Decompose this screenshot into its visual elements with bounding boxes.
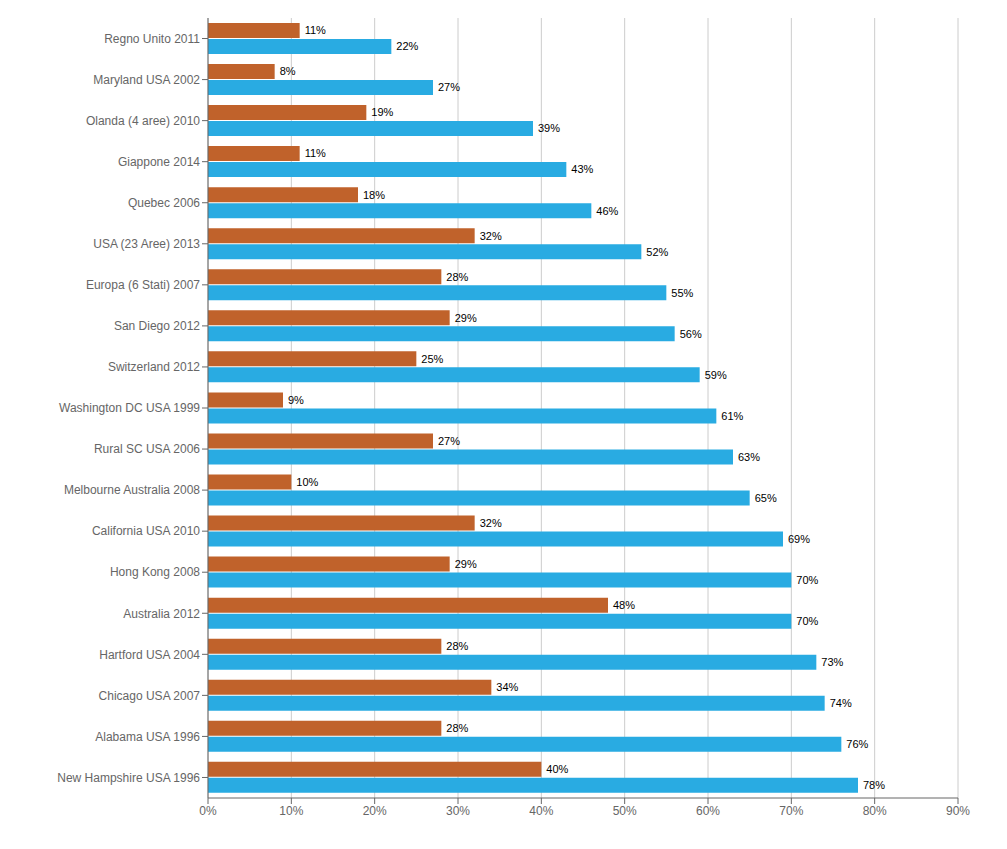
svg-text:Chicago USA 2007: Chicago USA 2007 [99,689,201,703]
svg-text:34%: 34% [496,681,518,693]
svg-text:52%: 52% [646,246,668,258]
svg-text:29%: 29% [455,312,477,324]
svg-text:Australia 2012: Australia 2012 [123,607,200,621]
svg-text:39%: 39% [538,122,560,134]
svg-text:Hong Kong 2008: Hong Kong 2008 [110,565,200,579]
svg-text:48%: 48% [613,599,635,611]
svg-text:9%: 9% [288,394,304,406]
svg-text:40%: 40% [546,763,568,775]
svg-text:50%: 50% [613,804,637,818]
svg-text:18%: 18% [363,189,385,201]
svg-text:27%: 27% [438,81,460,93]
svg-text:74%: 74% [830,697,852,709]
svg-text:32%: 32% [480,517,502,529]
svg-text:27%: 27% [438,435,460,447]
svg-text:Melbourne Australia 2008: Melbourne Australia 2008 [64,483,200,497]
svg-text:California USA 2010: California USA 2010 [92,524,200,538]
svg-text:29%: 29% [455,558,477,570]
svg-text:Alabama USA 1996: Alabama USA 1996 [95,730,200,744]
svg-text:59%: 59% [705,369,727,381]
svg-text:28%: 28% [446,722,468,734]
svg-text:Olanda (4 aree) 2010: Olanda (4 aree) 2010 [86,114,200,128]
svg-text:56%: 56% [680,328,702,340]
svg-text:11%: 11% [305,24,326,36]
svg-text:10%: 10% [296,476,318,488]
svg-text:10%: 10% [279,804,303,818]
svg-text:San Diego 2012: San Diego 2012 [114,319,200,333]
svg-text:70%: 70% [779,804,803,818]
svg-text:Maryland USA 2002: Maryland USA 2002 [93,73,200,87]
svg-text:76%: 76% [846,738,868,750]
svg-text:8%: 8% [280,65,296,77]
svg-text:80%: 80% [863,804,887,818]
svg-text:Regno Unito 2011: Regno Unito 2011 [104,32,200,46]
svg-text:20%: 20% [363,804,387,818]
svg-text:0%: 0% [199,804,217,818]
svg-text:70%: 70% [796,574,818,586]
svg-text:Switzerland 2012: Switzerland 2012 [108,360,200,374]
svg-text:28%: 28% [446,640,468,652]
svg-text:55%: 55% [671,287,693,299]
svg-text:11%: 11% [305,147,326,159]
svg-text:New Hampshire USA 1996: New Hampshire USA 1996 [57,771,200,785]
svg-text:Washington DC USA 1999: Washington DC USA 1999 [59,401,200,415]
svg-text:46%: 46% [596,205,618,217]
svg-text:63%: 63% [738,451,760,463]
svg-text:19%: 19% [371,106,393,118]
svg-text:40%: 40% [529,804,553,818]
svg-text:32%: 32% [480,230,502,242]
svg-text:60%: 60% [696,804,720,818]
svg-text:90%: 90% [946,804,970,818]
svg-text:Quebec 2006: Quebec 2006 [128,196,200,210]
svg-text:28%: 28% [446,271,468,283]
svg-text:69%: 69% [788,533,810,545]
svg-text:Rural SC USA 2006: Rural SC USA 2006 [94,442,200,456]
svg-text:43%: 43% [571,163,593,175]
svg-text:30%: 30% [446,804,470,818]
svg-text:61%: 61% [721,410,743,422]
svg-text:78%: 78% [863,779,885,791]
svg-text:65%: 65% [755,492,777,504]
svg-text:25%: 25% [421,353,443,365]
svg-text:Europa (6 Stati) 2007: Europa (6 Stati) 2007 [86,278,200,292]
svg-text:22%: 22% [396,40,418,52]
svg-text:70%: 70% [796,615,818,627]
svg-text:Giappone 2014: Giappone 2014 [118,155,200,169]
svg-text:USA (23 Aree) 2013: USA (23 Aree) 2013 [93,237,200,251]
svg-text:73%: 73% [821,656,843,668]
svg-text:Hartford USA 2004: Hartford USA 2004 [99,648,200,662]
